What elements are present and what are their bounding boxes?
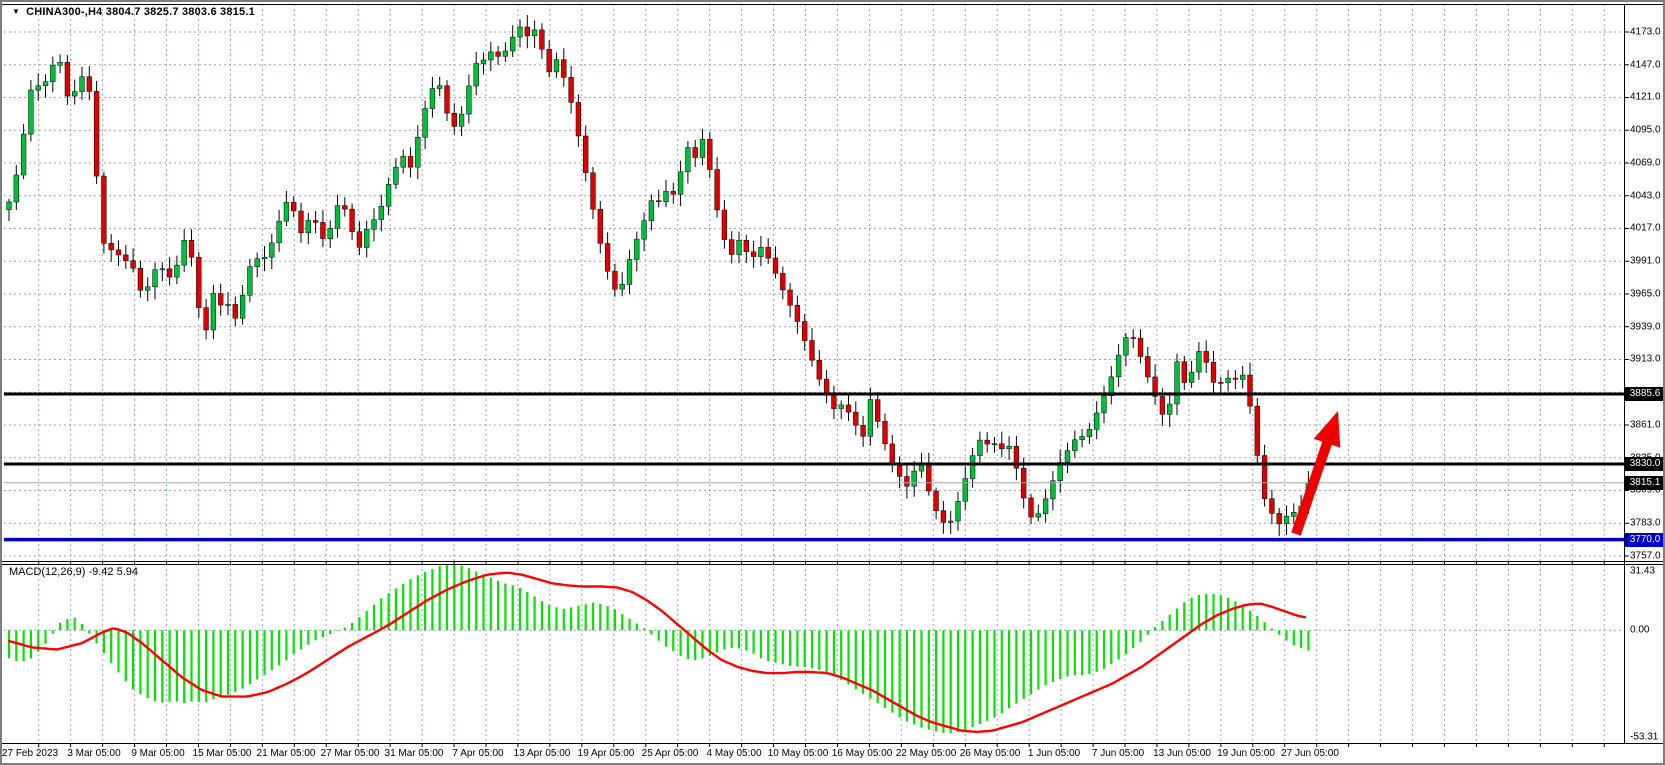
price-axis-label: 3757.0 bbox=[1630, 550, 1661, 562]
grid bbox=[4, 4, 1624, 743]
time-axis-label: 3 Mar 05:00 bbox=[67, 748, 121, 759]
price-axis-label: 4069.0 bbox=[1630, 157, 1661, 169]
price-axis-label: 3965.0 bbox=[1630, 288, 1661, 300]
time-axis-label: 26 May 05:00 bbox=[959, 748, 1021, 759]
time-axis-label: 7 Jun 05:00 bbox=[1091, 748, 1145, 759]
candles-group bbox=[6, 15, 1312, 537]
price-badge: 3885.6 bbox=[1625, 387, 1663, 401]
time-axis-label: 19 Jun 05:00 bbox=[1217, 748, 1275, 759]
price-axis-label: 4095.0 bbox=[1630, 124, 1661, 136]
price-axis-label: 3939.0 bbox=[1630, 321, 1661, 333]
time-axis-label: 22 May 05:00 bbox=[895, 748, 957, 759]
macd-axis-label: 0.00 bbox=[1630, 624, 1650, 636]
price-badge: 3815.1 bbox=[1625, 475, 1663, 490]
time-axis-label: 27 Mar 05:00 bbox=[320, 748, 380, 759]
time-axis-label: 27 Feb 2023 bbox=[1, 748, 59, 759]
price-axis-label: 4173.0 bbox=[1630, 26, 1661, 38]
price-axis-label: 3913.0 bbox=[1630, 353, 1661, 365]
macd-axis-label: -53.31 bbox=[1630, 731, 1659, 743]
time-axis-label: 7 Apr 05:00 bbox=[452, 748, 504, 759]
price-axis-label: 3991.0 bbox=[1630, 255, 1661, 267]
time-axis-label: 9 Mar 05:00 bbox=[131, 748, 185, 759]
price-axis-label: 3783.0 bbox=[1630, 517, 1661, 529]
price-axis-label: 3861.0 bbox=[1630, 419, 1661, 431]
chevron-down-icon[interactable]: ▼ bbox=[12, 7, 21, 16]
price-axis-label: 4121.0 bbox=[1630, 91, 1661, 103]
symbol-ohlc-text: CHINA300-,H4 3804.7 3825.7 3803.6 3815.1 bbox=[26, 6, 255, 18]
price-axis-label: 4043.0 bbox=[1630, 190, 1661, 202]
macd-signal-line bbox=[7, 571, 1307, 734]
time-axis-label: 25 Apr 05:00 bbox=[641, 748, 699, 759]
time-axis-label: 4 May 05:00 bbox=[706, 748, 762, 759]
symbol-title: ▼ CHINA300-,H4 3804.7 3825.7 3803.6 3815.… bbox=[12, 6, 255, 18]
time-axis-label: 21 Mar 05:00 bbox=[256, 748, 316, 759]
time-axis-label: 1 Jun 05:00 bbox=[1027, 748, 1081, 759]
price-axis-label: 4147.0 bbox=[1630, 59, 1661, 71]
time-axis-label: 31 Mar 05:00 bbox=[384, 748, 444, 759]
time-axis-label: 13 Apr 05:00 bbox=[513, 748, 571, 759]
time-axis-label: 27 Jun 05:00 bbox=[1281, 748, 1339, 759]
trend-arrow[interactable] bbox=[1291, 411, 1341, 536]
macd-histogram bbox=[7, 564, 1310, 733]
price-badge: 3830.0 bbox=[1625, 457, 1663, 472]
price-axis-label: 4017.0 bbox=[1630, 222, 1661, 234]
time-axis-label: 13 Jun 05:00 bbox=[1153, 748, 1211, 759]
time-axis-label: 19 Apr 05:00 bbox=[577, 748, 635, 759]
macd-indicator-label: MACD(12,26,9) -9.42 5.94 bbox=[9, 566, 139, 578]
time-axis-label: 15 Mar 05:00 bbox=[192, 748, 252, 759]
macd-axis-label: 31.43 bbox=[1630, 565, 1656, 577]
price-axis-label: 3809.0 bbox=[1630, 484, 1661, 496]
time-axis-label: 16 May 05:00 bbox=[831, 748, 893, 759]
panel-borders bbox=[2, 4, 1663, 747]
price-badge: 3770.0 bbox=[1625, 532, 1663, 547]
time-axis-label: 10 May 05:00 bbox=[767, 748, 829, 759]
